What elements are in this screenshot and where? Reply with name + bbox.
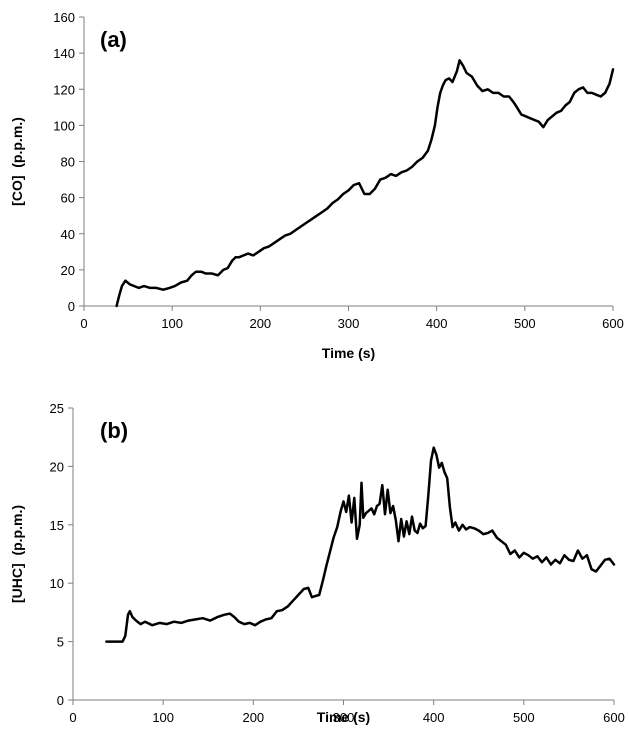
uhc-y-tick-label: 0	[57, 693, 64, 708]
co-x-tick-label: 300	[338, 316, 360, 331]
uhc-y-tick-label: 20	[50, 459, 64, 474]
uhc-x-tick-label: 500	[513, 710, 535, 725]
co-y-tick-label: 80	[61, 155, 75, 170]
co-x-tick-label: 600	[602, 316, 624, 331]
co-chart-panel: 0 100 200 300 400 500 600 0 20 40 60 80 100 120 140 16…	[9, 10, 624, 361]
co-x-tick-label: 100	[161, 316, 183, 331]
co-series-line	[115, 59, 615, 308]
uhc-series-line	[105, 446, 616, 643]
uhc-panel-label: (b)	[100, 418, 128, 443]
co-y-tick-label: 100	[53, 118, 75, 133]
co-y-ticks: 0 20 40 60 80 100 120 140 160	[53, 10, 84, 314]
uhc-x-ticks: 0 100 200 300 400 500 600	[69, 700, 625, 725]
co-y-tick-label: 20	[61, 263, 75, 278]
co-y-tick-label: 60	[61, 191, 75, 206]
uhc-x-tick-label: 600	[603, 710, 625, 725]
co-x-tick-label: 200	[249, 316, 271, 331]
co-x-tick-label: 400	[426, 316, 448, 331]
uhc-chart-panel: 0 100 200 300 400 500 600 0 5 10 15 20 25 (b) Time …	[9, 401, 625, 725]
co-y-tick-label: 160	[53, 10, 75, 25]
uhc-x-tick-label: 0	[69, 710, 76, 725]
uhc-x-tick-label: 100	[152, 710, 174, 725]
co-y-tick-label: 40	[61, 227, 75, 242]
uhc-x-tick-label: 400	[423, 710, 445, 725]
uhc-x-tick-label: 200	[242, 710, 264, 725]
co-y-axis-label: [CO] (p.p.m.)	[9, 117, 25, 206]
co-x-ticks: 0 100 200 300 400 500 600	[80, 306, 624, 331]
uhc-y-tick-label: 5	[57, 635, 64, 650]
co-x-tick-label: 500	[514, 316, 536, 331]
uhc-y-tick-label: 10	[50, 576, 64, 591]
uhc-y-ticks: 0 5 10 15 20 25	[50, 401, 73, 708]
co-panel-label: (a)	[100, 27, 127, 52]
co-y-tick-label: 0	[68, 299, 75, 314]
uhc-y-tick-label: 25	[50, 401, 64, 416]
co-x-tick-label: 0	[80, 316, 87, 331]
co-x-axis-label: Time (s)	[322, 345, 375, 361]
uhc-y-tick-label: 15	[50, 518, 64, 533]
uhc-x-tick-label: 300	[333, 710, 355, 725]
uhc-y-axis-label: [UHC] (p.p.m.)	[9, 505, 25, 603]
uhc-x-axis-label: Time (s)	[317, 709, 370, 725]
co-y-tick-label: 120	[53, 82, 75, 97]
co-y-tick-label: 140	[53, 46, 75, 61]
